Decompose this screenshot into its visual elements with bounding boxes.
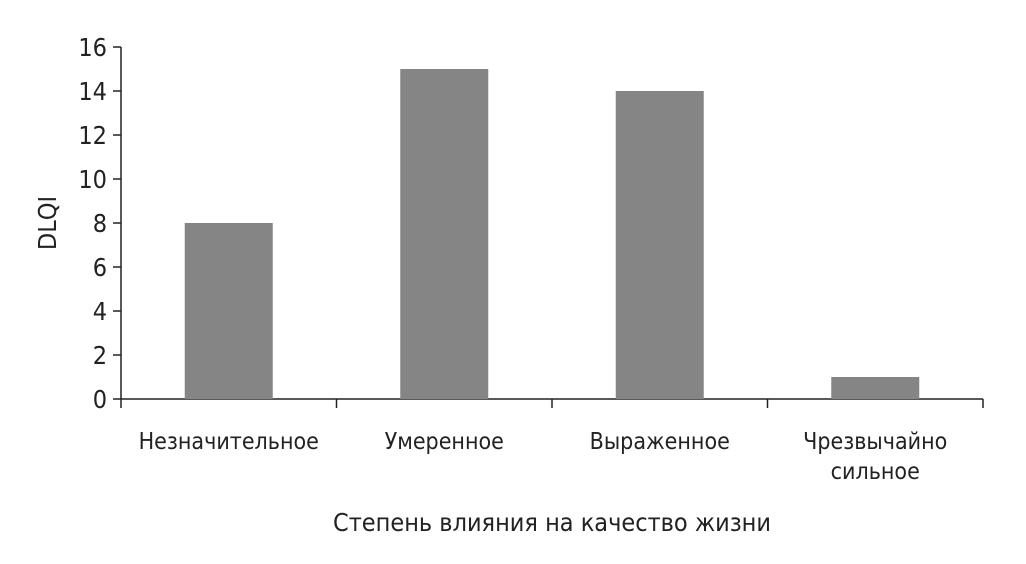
x-axis: Незначительное Умеренное Выраженное Чрезвыч… — [120, 398, 984, 485]
y-tick-label: 14 — [78, 77, 107, 106]
x-category-label-line: сильное — [831, 459, 920, 485]
y-tick-label: 6 — [93, 253, 107, 282]
y-axis-title: DLQI — [33, 196, 62, 250]
y-axis: 0 2 4 6 8 10 12 14 16 — [78, 33, 122, 414]
y-tick-label: 0 — [93, 385, 107, 414]
y-tick-label: 10 — [78, 165, 107, 194]
x-category-label: Чрезвычайно сильное — [803, 429, 947, 485]
x-category-label-line: Умеренное — [385, 429, 504, 455]
y-tick-label: 2 — [93, 341, 107, 370]
y-tick-label: 4 — [93, 297, 107, 326]
y-tick-label: 8 — [93, 209, 107, 238]
bar — [184, 223, 273, 399]
x-category-label-line: Незначительное — [139, 429, 319, 455]
bars — [184, 69, 920, 399]
y-tick-label: 16 — [78, 33, 107, 62]
bar — [831, 377, 920, 399]
x-category-label: Незначительное — [139, 429, 319, 455]
x-category-label-line: Чрезвычайно — [803, 429, 947, 455]
x-category-label-line: Выраженное — [590, 429, 730, 455]
y-tick-label: 12 — [78, 121, 107, 150]
x-category-label: Умеренное — [385, 429, 504, 455]
bar — [400, 69, 489, 399]
x-axis-title: Степень влияния на качество жизни — [333, 508, 771, 537]
x-category-label: Выраженное — [590, 429, 730, 455]
bar — [615, 91, 704, 399]
